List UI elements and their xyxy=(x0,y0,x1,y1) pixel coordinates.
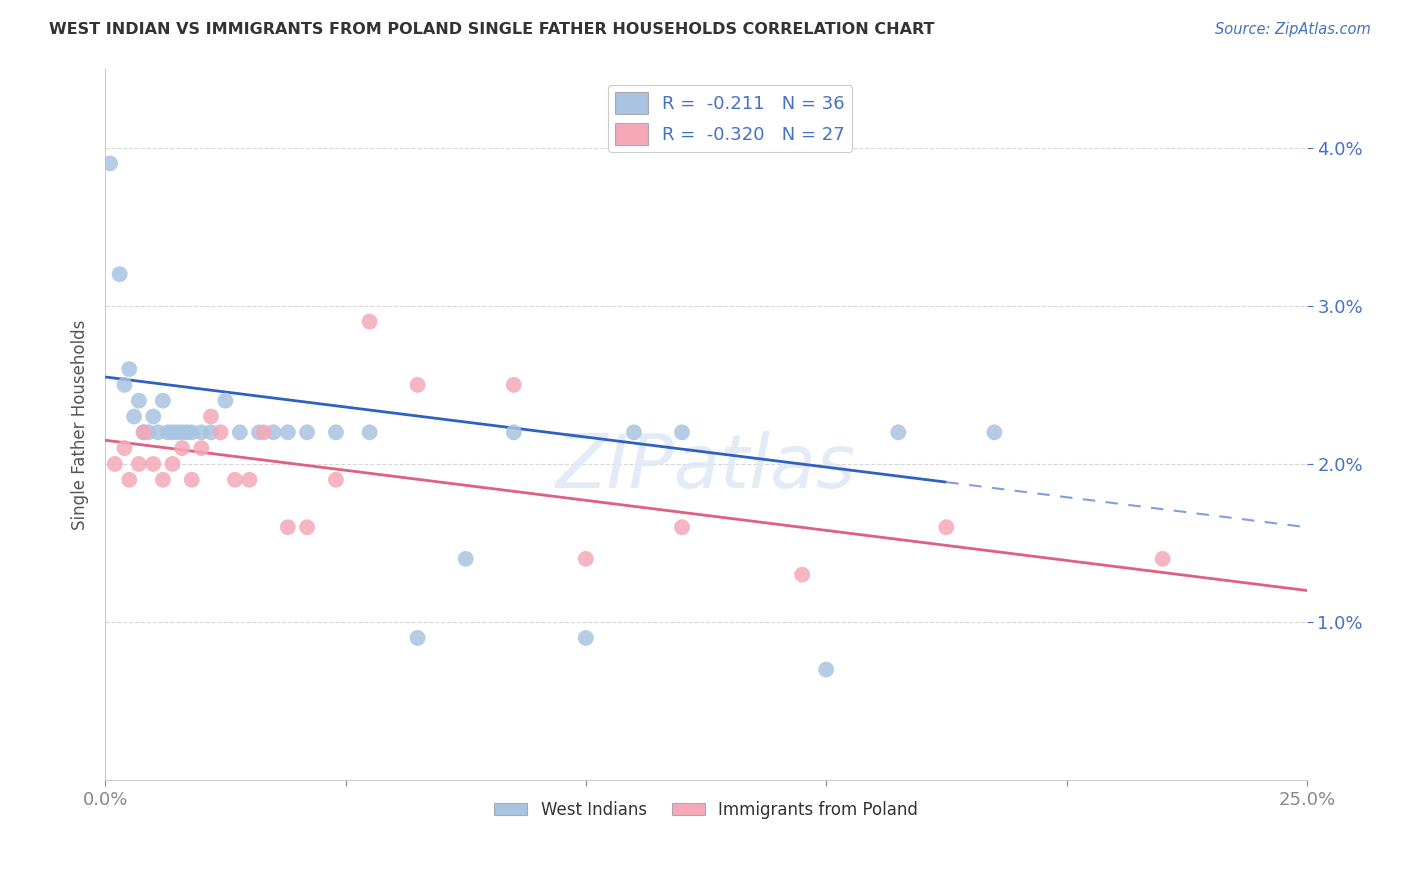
Point xyxy=(325,473,347,487)
Point xyxy=(128,457,150,471)
Point xyxy=(935,520,957,534)
Y-axis label: Single Father Households: Single Father Households xyxy=(72,319,89,530)
Point xyxy=(146,425,169,440)
Point xyxy=(152,473,174,487)
Point xyxy=(200,425,222,440)
Point xyxy=(454,552,477,566)
Point xyxy=(98,156,121,170)
Point xyxy=(815,663,838,677)
Point xyxy=(209,425,232,440)
Point xyxy=(142,457,165,471)
Point xyxy=(214,393,236,408)
Point xyxy=(671,425,693,440)
Point xyxy=(1152,552,1174,566)
Point xyxy=(359,425,381,440)
Point xyxy=(180,425,202,440)
Point xyxy=(142,409,165,424)
Point xyxy=(162,457,184,471)
Point xyxy=(406,631,429,645)
Point xyxy=(114,377,136,392)
Point xyxy=(983,425,1005,440)
Legend: West Indians, Immigrants from Poland: West Indians, Immigrants from Poland xyxy=(488,794,925,825)
Point xyxy=(176,425,198,440)
Point xyxy=(180,473,202,487)
Point xyxy=(172,441,194,455)
Point xyxy=(277,520,299,534)
Point xyxy=(224,473,246,487)
Point xyxy=(138,425,160,440)
Point xyxy=(118,362,141,376)
Point xyxy=(887,425,910,440)
Point xyxy=(406,377,429,392)
Point xyxy=(502,377,524,392)
Point xyxy=(114,441,136,455)
Point xyxy=(295,425,318,440)
Point xyxy=(671,520,693,534)
Text: Source: ZipAtlas.com: Source: ZipAtlas.com xyxy=(1215,22,1371,37)
Point xyxy=(132,425,155,440)
Text: ZIPatlas: ZIPatlas xyxy=(555,431,856,503)
Point xyxy=(118,473,141,487)
Point xyxy=(359,315,381,329)
Point xyxy=(792,567,814,582)
Point xyxy=(156,425,179,440)
Point xyxy=(238,473,260,487)
Point xyxy=(247,425,270,440)
Point xyxy=(325,425,347,440)
Text: WEST INDIAN VS IMMIGRANTS FROM POLAND SINGLE FATHER HOUSEHOLDS CORRELATION CHART: WEST INDIAN VS IMMIGRANTS FROM POLAND SI… xyxy=(49,22,935,37)
Point xyxy=(575,552,598,566)
Point xyxy=(128,393,150,408)
Point xyxy=(229,425,252,440)
Point xyxy=(502,425,524,440)
Point xyxy=(104,457,127,471)
Point xyxy=(190,441,212,455)
Point xyxy=(166,425,188,440)
Point xyxy=(262,425,284,440)
Point xyxy=(200,409,222,424)
Point xyxy=(623,425,645,440)
Point xyxy=(295,520,318,534)
Point xyxy=(132,425,155,440)
Point xyxy=(108,267,131,281)
Point xyxy=(152,393,174,408)
Point xyxy=(190,425,212,440)
Point xyxy=(277,425,299,440)
Point xyxy=(162,425,184,440)
Point xyxy=(122,409,145,424)
Point xyxy=(253,425,276,440)
Point xyxy=(172,425,194,440)
Point xyxy=(575,631,598,645)
